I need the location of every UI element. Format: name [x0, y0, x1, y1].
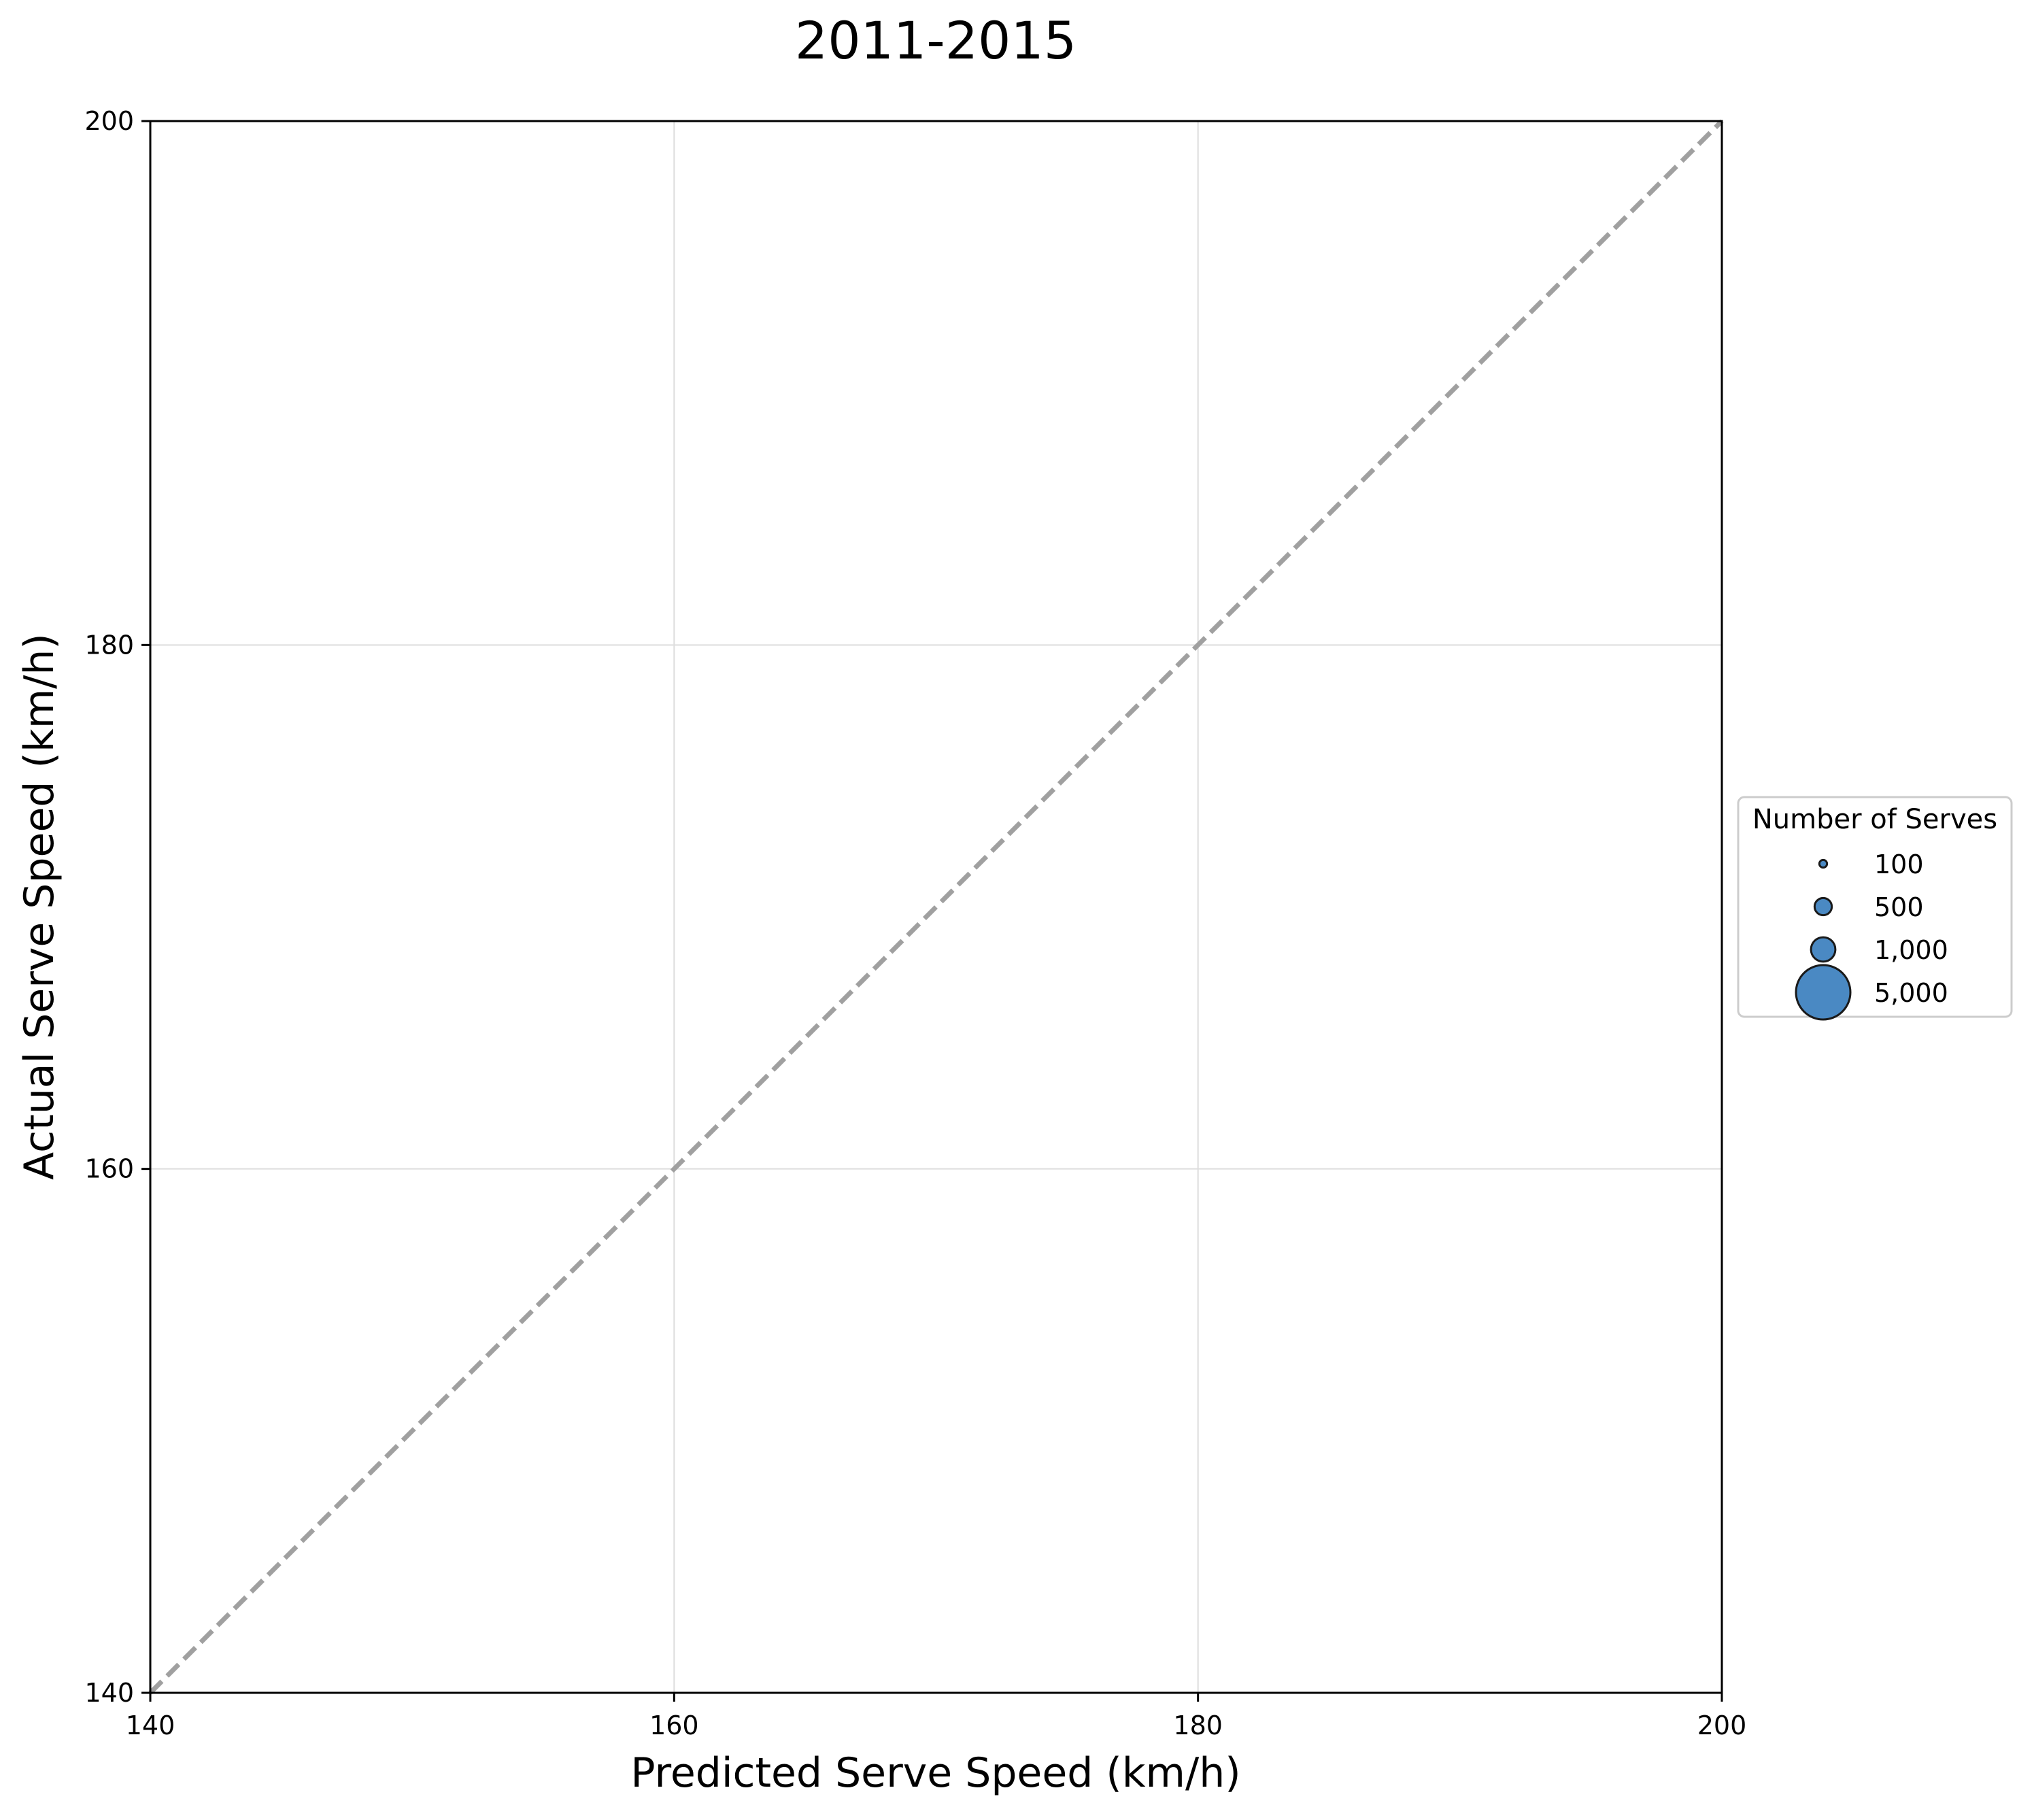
x-tick-label: 200	[1697, 1711, 1747, 1740]
y-tick-label: 140	[84, 1678, 134, 1708]
legend-marker	[1810, 936, 1837, 963]
legend-entries: 100 500 1,000 5,000	[1795, 849, 1948, 1021]
legend-entry-label: 1,000	[1874, 935, 1948, 965]
legend-marker	[1818, 858, 1829, 869]
legend-entry-label: 5,000	[1874, 978, 1948, 1008]
y-tick-label: 200	[84, 106, 134, 136]
x-axis-label: Predicted Serve Speed (km/h)	[630, 1749, 1240, 1797]
legend: Number of Serves 100 500 1,000 5,000	[1737, 796, 2013, 1021]
x-axis: 140 160 180 200	[126, 1693, 1747, 1740]
x-tick-label: 180	[1173, 1711, 1223, 1740]
legend-marker	[1813, 896, 1833, 917]
legend-entry-label: 100	[1874, 849, 1924, 879]
y-tick-label: 180	[84, 630, 134, 660]
y-axis-label: Actual Serve Speed (km/h)	[16, 633, 63, 1180]
x-tick-label: 160	[649, 1711, 699, 1740]
y-axis: 140 160 180 200	[84, 106, 150, 1708]
reference-line-group	[148, 119, 1724, 1695]
legend-title: Number of Serves	[1752, 804, 1997, 835]
legend-box	[1737, 796, 2013, 1018]
legend-marker	[1795, 964, 1852, 1021]
reference-line	[148, 119, 1724, 1695]
plot-area-frame	[149, 120, 1723, 1694]
grid-lines	[150, 121, 1722, 1693]
legend-entry-label: 500	[1874, 892, 1924, 922]
x-tick-label: 140	[126, 1711, 175, 1740]
y-tick-label: 160	[84, 1154, 134, 1184]
chart-title: 2011-2015	[795, 10, 1077, 71]
